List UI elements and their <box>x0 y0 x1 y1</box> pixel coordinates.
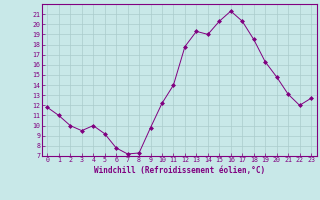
X-axis label: Windchill (Refroidissement éolien,°C): Windchill (Refroidissement éolien,°C) <box>94 166 265 175</box>
